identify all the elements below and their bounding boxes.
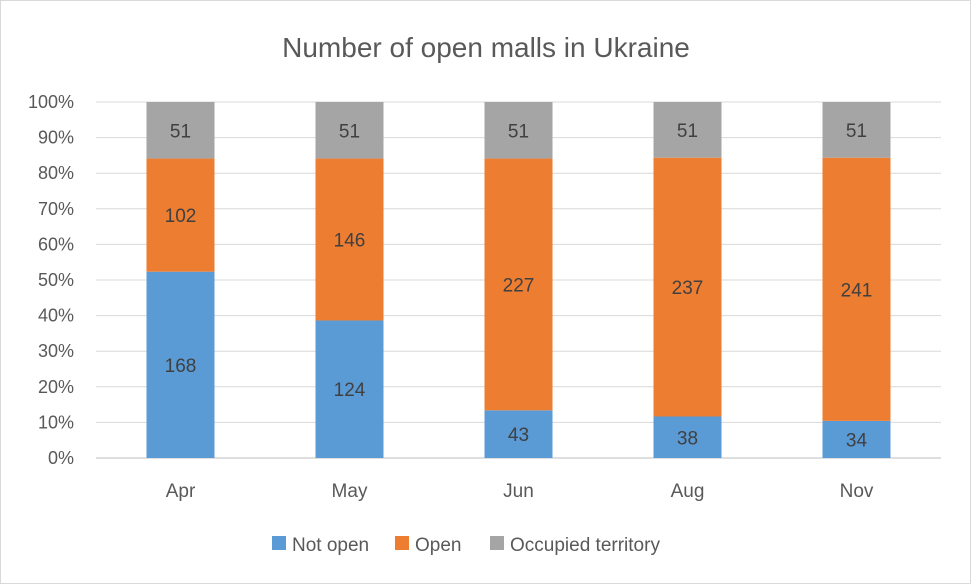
bar-segment (484, 158, 553, 411)
bar-segment (484, 410, 553, 458)
legend: Not open Open Occupied territory (272, 535, 660, 556)
data-label: 237 (672, 278, 704, 299)
y-tick-label: 90% (38, 128, 74, 148)
data-label: 146 (334, 231, 366, 252)
bar-segment (822, 420, 891, 458)
data-label: 124 (334, 380, 366, 401)
legend-label: Open (415, 535, 461, 556)
data-label: 51 (170, 121, 191, 142)
x-tick-label: May (332, 481, 368, 502)
chart-title: Number of open malls in Ukraine (282, 32, 690, 63)
bar-segment (822, 157, 891, 421)
data-label: 227 (503, 275, 535, 296)
bar-segment (653, 157, 722, 417)
bars: 168 102 51 124 146 51 43 227 51 38 237 51 34 241 51 (146, 102, 891, 458)
x-tick-label: Nov (840, 481, 874, 502)
legend-label: Occupied territory (510, 535, 660, 556)
bar-segment (484, 102, 553, 159)
bar-segment (146, 158, 215, 272)
x-tick-label: Jun (503, 481, 534, 502)
data-label: 168 (165, 356, 197, 377)
legend-swatch (395, 536, 409, 550)
bar-segment (822, 102, 891, 158)
legend-label: Not open (292, 535, 369, 556)
data-label: 102 (165, 206, 197, 227)
bar-segment (146, 271, 215, 458)
bar-segment (315, 320, 384, 458)
data-label: 241 (841, 280, 873, 301)
data-label: 51 (339, 121, 360, 142)
bar-segment (315, 102, 384, 159)
data-label: 51 (508, 121, 529, 142)
data-label: 34 (846, 430, 868, 451)
y-tick-label: 40% (38, 306, 74, 326)
y-tick-label: 70% (38, 199, 74, 219)
x-tick-label: Apr (166, 481, 196, 502)
y-tick-label: 20% (38, 377, 74, 397)
data-label: 43 (508, 425, 529, 446)
legend-swatch (490, 536, 504, 550)
x-tick-label: Aug (671, 481, 705, 502)
y-tick-label: 0% (48, 448, 74, 468)
y-tick-label: 80% (38, 163, 74, 183)
data-label: 51 (846, 121, 867, 142)
data-label: 38 (677, 428, 698, 449)
x-axis: Apr May Jun Aug Nov (166, 481, 874, 502)
y-tick-label: 50% (38, 270, 74, 290)
bar-segment (315, 158, 384, 321)
bar-segment (653, 416, 722, 458)
y-tick-label: 10% (38, 412, 74, 432)
y-tick-label: 30% (38, 341, 74, 361)
y-tick-label: 100% (28, 92, 74, 112)
legend-swatch (272, 536, 286, 550)
bar-segment (146, 102, 215, 159)
bar-segment (653, 102, 722, 158)
y-axis: 0% 10% 20% 30% 40% 50% 60% 70% 80% 90% 100% (28, 92, 74, 468)
data-label: 51 (677, 121, 698, 142)
y-tick-label: 60% (38, 234, 74, 254)
